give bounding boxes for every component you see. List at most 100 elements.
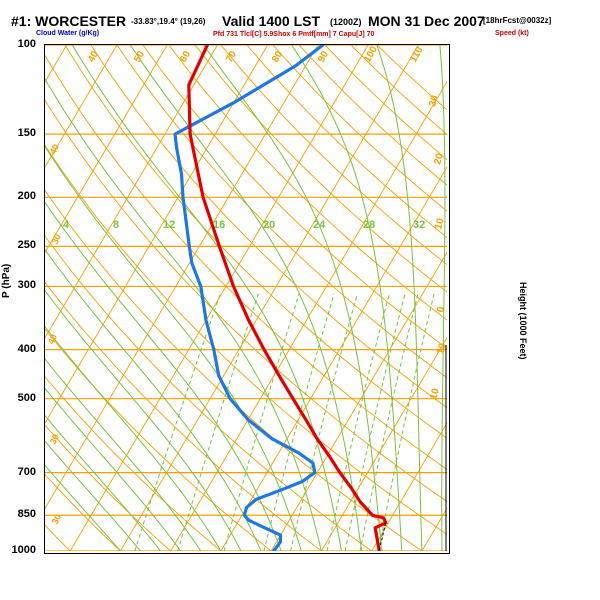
dry-adiabat-label: 30: [50, 513, 63, 526]
dry-adiabat-line: [142, 45, 447, 350]
dry-adiabat-line: [298, 45, 447, 186]
mixing-ratio-line: [326, 293, 390, 551]
moist-adiabat-line: [45, 440, 141, 551]
pressure-tick-label: 100: [17, 38, 36, 50]
pressure-tick-label: 500: [17, 391, 36, 404]
dry-adiabat-line: [45, 375, 222, 551]
moist-adiabat-label: 28: [363, 219, 375, 231]
speed-axis: Speed (kt): [455, 30, 595, 48]
mixing-ratio-line: [359, 293, 419, 551]
mixing-ratio-line: [177, 293, 259, 551]
pressure-tick-label: 250: [17, 239, 36, 252]
moist-adiabat-line: [45, 201, 282, 551]
dry-adiabat-line: [45, 189, 423, 551]
dry-adiabat-line: [116, 45, 447, 379]
moist-adiabat-line: [376, 45, 423, 551]
mixing-ratio-line: [344, 293, 406, 551]
dry-adiabat-label: 110: [408, 45, 426, 65]
station-title: #1: WORCESTER: [11, 13, 127, 29]
dry-adiabat-label: 30: [48, 433, 61, 446]
moist-adiabat-label: 32: [413, 219, 425, 231]
pressure-axis-title: P (hPa): [1, 263, 12, 298]
isotherm-line: [45, 45, 118, 168]
valid-time: Valid 1400 LST: [222, 13, 321, 29]
dry-adiabat-label: 70: [224, 49, 239, 65]
moist-adiabat-line: [45, 414, 161, 551]
mixing-ratio-line: [223, 293, 300, 551]
moist-adiabat-label: 12: [163, 219, 175, 231]
dry-adiabat-line: [350, 45, 447, 135]
pressure-tick-label: 300: [17, 279, 36, 292]
dry-adiabat-label: 40: [48, 143, 61, 156]
dry-adiabat-line: [194, 45, 447, 293]
dry-adiabat-line: [272, 45, 447, 212]
isotherm-line: [371, 422, 447, 551]
dry-adiabat-line: [45, 54, 447, 470]
dry-adiabat-label: 40: [86, 49, 101, 65]
moist-adiabat-line: [45, 248, 262, 551]
dry-adiabat-label: 10: [428, 387, 442, 401]
isotherm-line: [45, 45, 168, 254]
isotherm-line: [119, 45, 419, 551]
moist-adiabat-line: [45, 326, 222, 551]
height-axis-panel: Height (1000 Feet): [500, 44, 600, 552]
isotherm-line: [421, 507, 447, 551]
dry-adiabat-label: 30: [50, 233, 63, 246]
pressure-tick-label: 850: [17, 508, 36, 521]
moist-adiabat-line: [45, 289, 242, 551]
dry-adiabat-line: [45, 99, 447, 503]
pressure-tick-label: 700: [17, 465, 36, 478]
isotherm-line: [45, 45, 269, 424]
dry-adiabat-line: [45, 473, 121, 551]
dry-adiabat-line: [45, 424, 171, 551]
dry-adiabat-label: 0: [435, 305, 447, 314]
valid-date: MON 31 Dec 2007: [368, 13, 485, 29]
moist-adiabat-label: 20: [263, 219, 275, 231]
mixing-ratio-line: [134, 293, 221, 551]
isotherm-line: [220, 166, 447, 551]
isotherm-line: [320, 336, 447, 551]
moist-adiabat-label: 24: [313, 219, 326, 231]
dry-adiabat-label: 50: [132, 49, 147, 65]
dry-adiabat-line: [90, 45, 447, 409]
moist-adiabat-label: 16: [213, 219, 225, 231]
isotherm-line: [45, 45, 218, 339]
dry-adiabat-line: [220, 45, 447, 266]
mixing-ratio-line: [378, 293, 435, 551]
dry-adiabat-label: 20: [432, 152, 446, 166]
dry-adiabat-label: 10: [435, 342, 447, 356]
sounding-stats-label: Pfd 731 Tlcl[C] 5.9Shox 6 Pmtf[mm] 7 Cap…: [213, 31, 375, 38]
pressure-tick-label: 200: [17, 190, 36, 203]
dry-adiabat-label: 10: [433, 217, 447, 231]
dry-adiabat-line: [45, 281, 322, 551]
moist-adiabat-line: [45, 358, 202, 551]
moist-adiabat-line: [45, 464, 121, 551]
height-axis-title: Height (1000 Feet): [518, 282, 528, 360]
forecast-stamp: [18hrFcst@0032z]: [483, 16, 552, 25]
dry-adiabat-line: [168, 45, 447, 321]
dry-adiabat-label: 30: [427, 94, 441, 108]
dry-adiabat-line: [45, 235, 372, 551]
valid-time-utc: (1200Z): [330, 17, 362, 27]
dewpoint-profile-line: [173, 45, 325, 551]
moist-adiabat-line: [439, 45, 446, 551]
dry-adiabat-line: [376, 45, 447, 111]
isotherm-line: [170, 80, 447, 551]
moist-adiabat-line: [129, 45, 363, 551]
station-coords: -33.83°,19.4° (19,26): [131, 17, 206, 26]
isotherm-line: [45, 45, 319, 510]
moist-adiabat-label: 4: [63, 219, 70, 231]
moist-adiabat-line: [45, 78, 322, 551]
dry-adiabat-line: [45, 144, 447, 535]
pressure-tick-label: 400: [17, 342, 36, 355]
pressure-tick-label: 150: [17, 127, 36, 140]
cloud-water-axis-title: Cloud Water (g/Kg): [36, 30, 100, 37]
chart-title-bar: #1: WORCESTER -33.83°,19.4° (19,26) Vali…: [0, 13, 600, 31]
dry-adiabat-label: 60: [178, 49, 193, 65]
moist-adiabat-line: [291, 45, 403, 551]
skewt-plot-area: 40 50 60 70 80 90 100 110 4 8 12 16 20 24 28 32 30 20 10 0 1…: [44, 44, 450, 554]
pressure-axis: 100 150 200 250 300 400 500 700 850 1000: [0, 38, 41, 556]
dry-adiabat-label: 90: [316, 49, 331, 65]
